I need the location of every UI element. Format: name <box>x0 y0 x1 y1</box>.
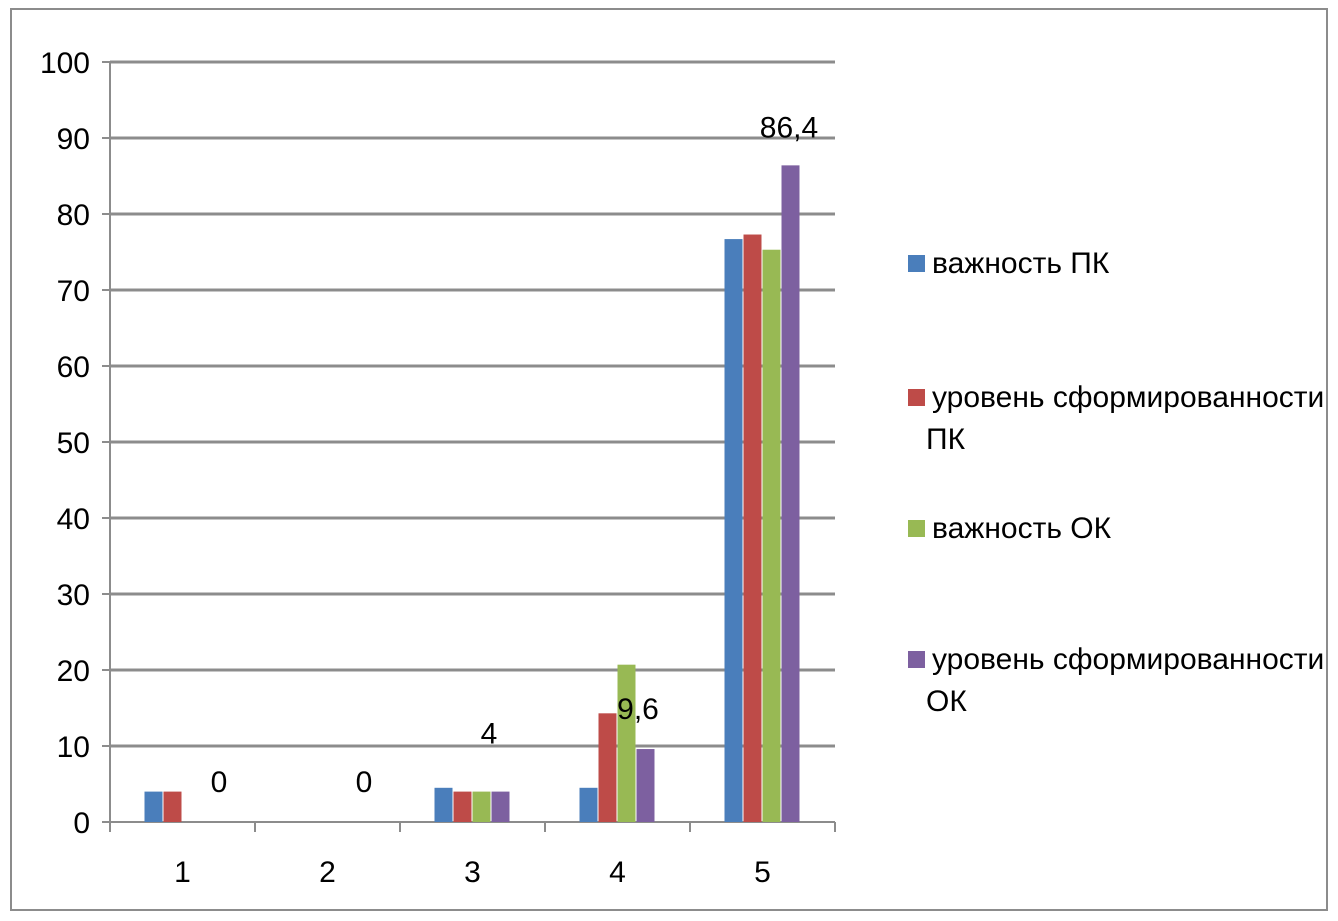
y-tick-label: 60 <box>57 351 90 384</box>
x-tick-label: 2 <box>319 856 336 889</box>
y-tick-label: 30 <box>57 579 90 612</box>
legend-label: уровень сформированности <box>932 643 1324 676</box>
x-tick-label: 5 <box>754 856 771 889</box>
bar-3-series-1 <box>434 787 453 822</box>
y-tick-label: 0 <box>73 807 90 840</box>
y-tick-label: 40 <box>57 503 90 536</box>
y-tick-label: 90 <box>57 123 90 156</box>
bar-3-series-2 <box>453 791 472 822</box>
legend-swatch <box>908 389 925 406</box>
legend-swatch <box>908 651 925 668</box>
bar-1-series-2 <box>163 791 182 822</box>
y-tick-label: 100 <box>40 47 90 80</box>
bars <box>144 165 800 823</box>
legend-swatch <box>908 520 925 537</box>
bar-4-series-2 <box>598 713 617 822</box>
bar-chart: 0 10 20 30 40 50 60 70 80 90 100 1 2 3 4 5 0 0 4 9,6 86,4 в… <box>40 47 1324 889</box>
legend-label: ОК <box>926 685 967 718</box>
x-tick-label: 3 <box>464 856 481 889</box>
bar-4-series-4 <box>636 749 655 822</box>
bar-3-series-4 <box>491 791 510 822</box>
bar-5-series-3 <box>762 249 781 823</box>
bar-5-series-1 <box>724 239 743 822</box>
x-tick-label: 1 <box>174 856 191 889</box>
data-label: 9,6 <box>617 693 659 726</box>
data-labels: 0 0 4 9,6 86,4 <box>211 111 819 799</box>
y-tick-label: 10 <box>57 731 90 764</box>
bar-5-series-2 <box>743 234 762 822</box>
legend-label: важность ОК <box>932 512 1112 545</box>
legend-label: важность ПК <box>932 247 1110 280</box>
legend: важность ПК уровень сформированности ПК важ… <box>908 247 1324 718</box>
y-tick-label: 70 <box>57 275 90 308</box>
gridlines <box>110 60 835 748</box>
bar-4-series-1 <box>579 787 598 822</box>
y-tick-label: 20 <box>57 655 90 688</box>
bar-1-series-1 <box>144 791 163 822</box>
legend-label: уровень сформированности <box>932 381 1324 414</box>
chart-frame: 0 10 20 30 40 50 60 70 80 90 100 1 2 3 4 5 0 0 4 9,6 86,4 в… <box>10 8 1328 911</box>
x-tick-label: 4 <box>609 856 626 889</box>
data-label: 4 <box>481 718 498 751</box>
data-label: 0 <box>356 766 373 799</box>
bar-4-series-3 <box>617 664 636 822</box>
y-tick-label: 50 <box>57 427 90 460</box>
bar-5-series-4 <box>781 165 800 823</box>
legend-swatch <box>908 255 925 272</box>
data-label: 0 <box>211 766 228 799</box>
bar-3-series-3 <box>472 791 491 822</box>
legend-label: ПК <box>926 423 966 456</box>
y-tick-label: 80 <box>57 199 90 232</box>
data-label: 86,4 <box>760 111 818 144</box>
